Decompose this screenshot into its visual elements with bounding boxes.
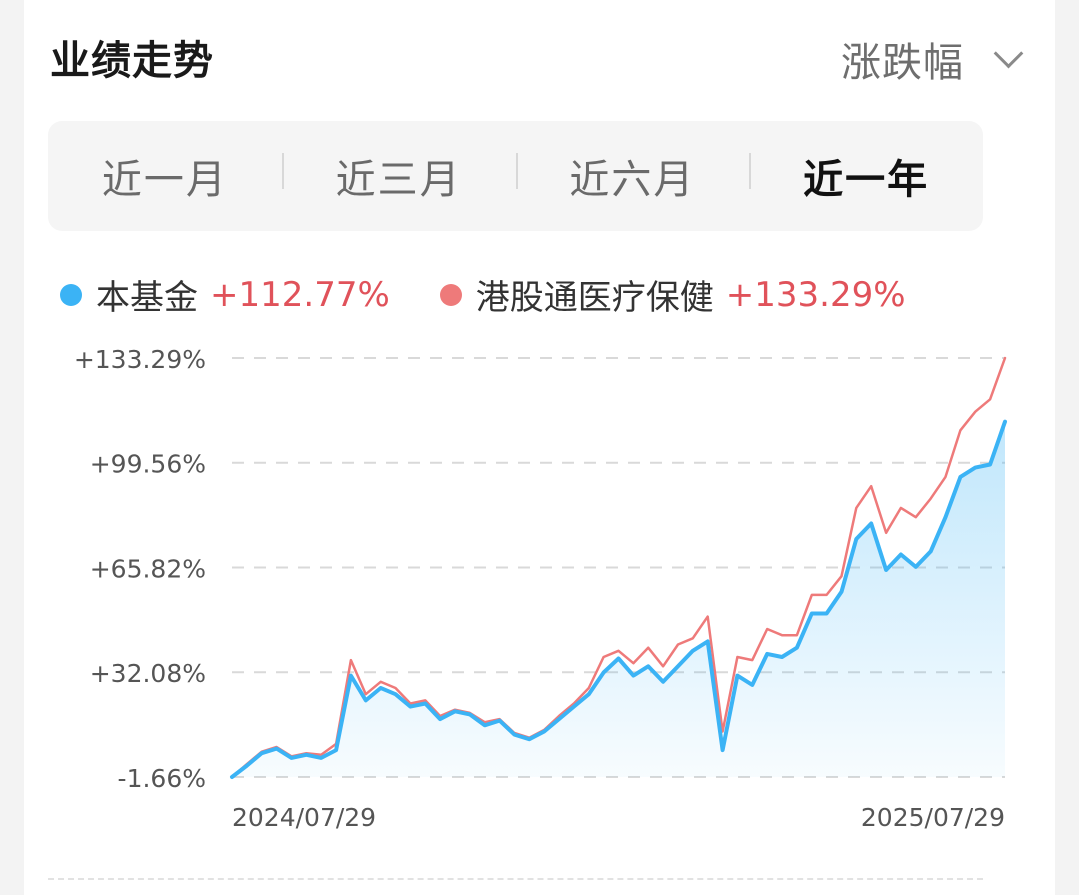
bottom-divider xyxy=(48,878,983,880)
section-title: 业绩走势 xyxy=(50,38,214,84)
legend-value-benchmark: +133.29% xyxy=(725,274,906,315)
y-tick-label: +65.82% xyxy=(90,554,206,583)
y-tick-label: +32.08% xyxy=(90,659,206,688)
chart-legend: 本基金 +112.77% 港股通医疗保健 +133.29% xyxy=(60,270,956,319)
tab-1-month[interactable]: 近一月 xyxy=(101,157,228,203)
y-tick-label: +99.56% xyxy=(90,450,206,479)
legend-name-benchmark: 港股通医疗保健 xyxy=(475,278,714,318)
metric-selector[interactable]: 涨跌幅 xyxy=(841,30,1024,88)
legend-dot-fund xyxy=(60,283,82,306)
legend-dot-benchmark xyxy=(439,283,462,306)
tab-6-months[interactable]: 近六月 xyxy=(515,147,750,205)
series-line-benchmark xyxy=(230,356,1007,779)
period-tabs: 近一月 近三月 近六月 近一年 xyxy=(48,121,983,231)
y-tick-label: -1.66% xyxy=(118,764,206,793)
metric-selector-label: 涨跌幅 xyxy=(841,40,964,86)
legend-value-fund: +112.77% xyxy=(210,274,390,315)
x-tick-label-start: 2024/07/29 xyxy=(232,803,376,832)
y-tick-label: +133.29% xyxy=(74,345,206,374)
series-line-fund xyxy=(230,419,1007,779)
legend-item-benchmark: 港股通医疗保健 +133.29% xyxy=(439,270,906,319)
legend-name-fund: 本基金 xyxy=(96,278,198,318)
tab-1-year[interactable]: 近一年 xyxy=(749,147,983,205)
legend-item-fund: 本基金 +112.77% xyxy=(60,270,390,319)
tab-3-months[interactable]: 近三月 xyxy=(281,147,516,205)
x-tick-label-end: 2025/07/29 xyxy=(861,803,1005,832)
fund-area-fill xyxy=(232,421,1005,777)
